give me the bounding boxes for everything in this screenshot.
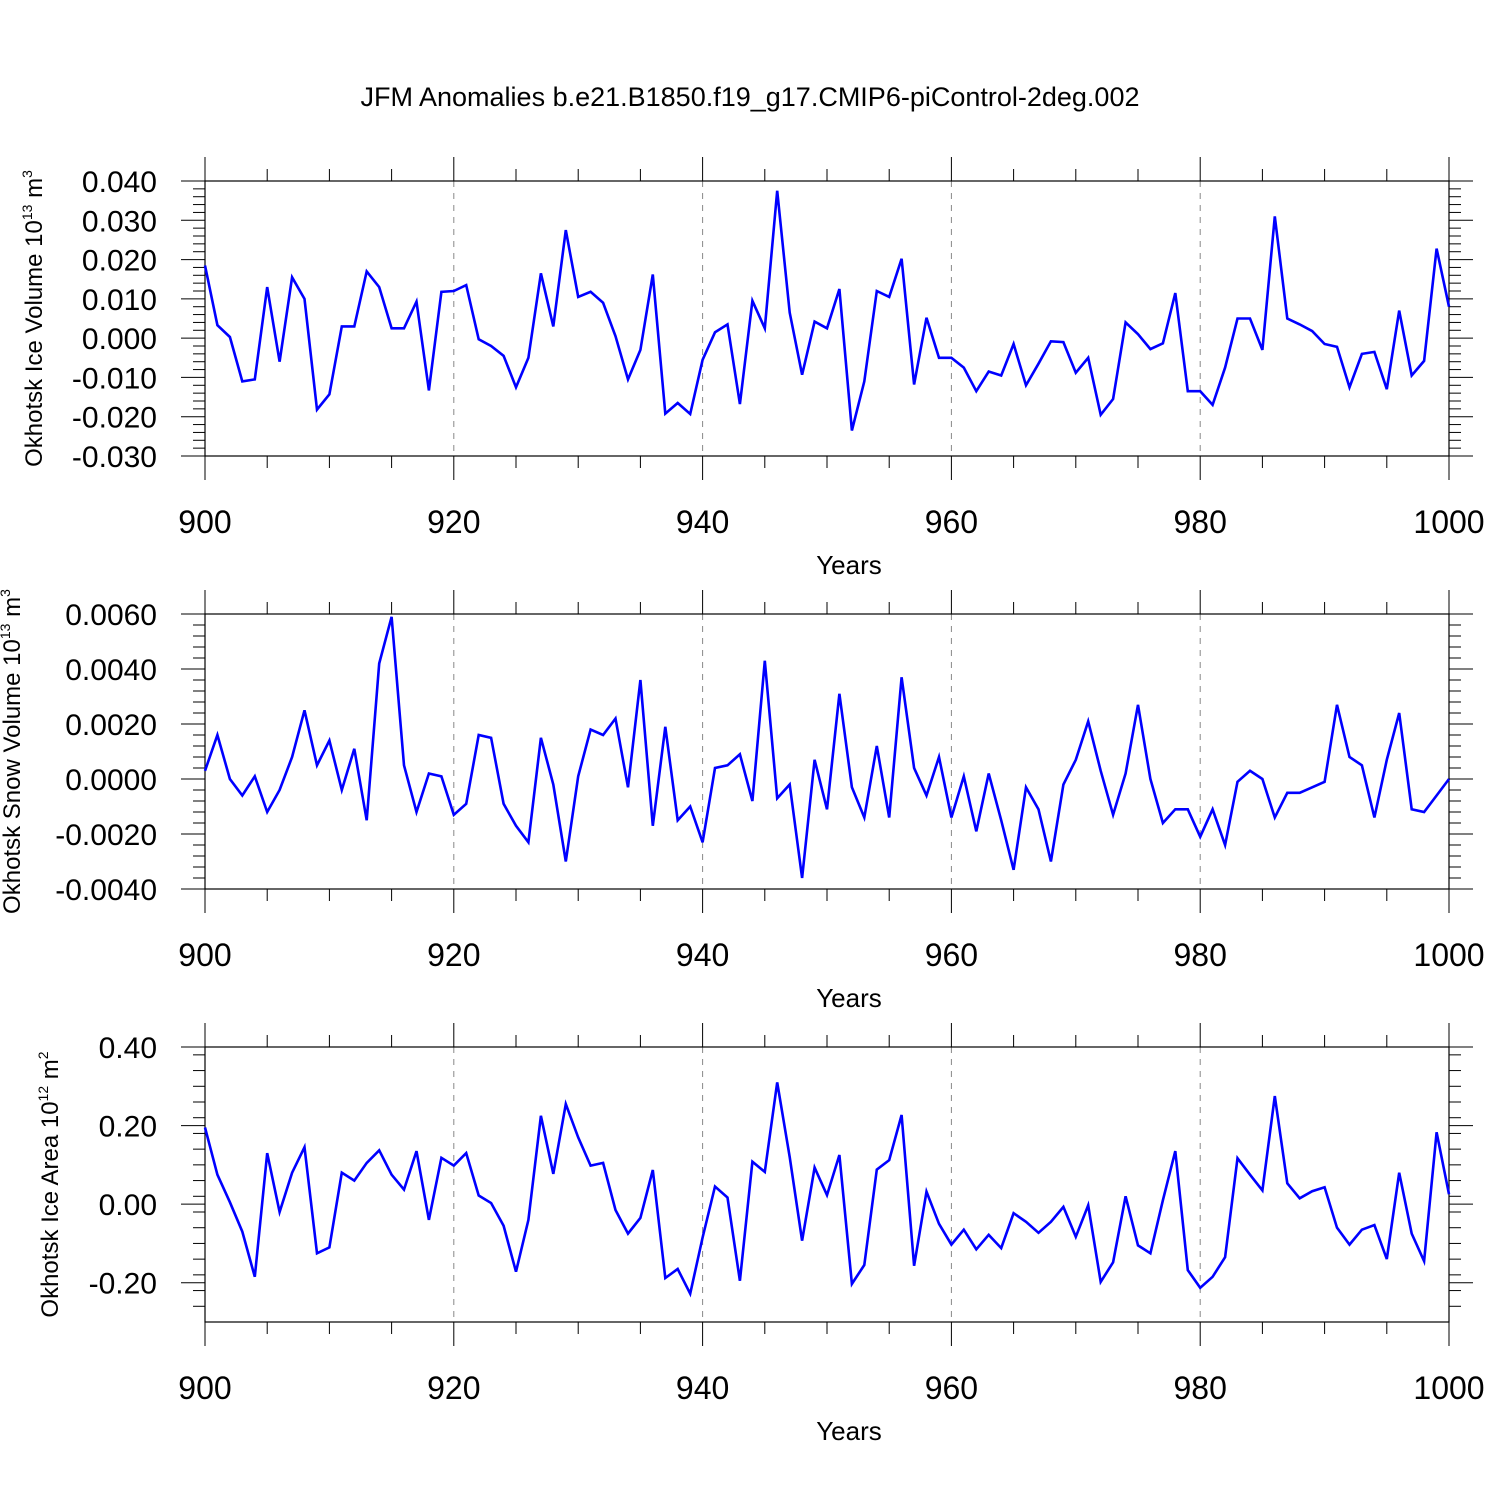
- y-axis-label-unit: m: [21, 178, 48, 205]
- y-tick-label: 0.0000: [65, 764, 157, 797]
- y-axis-label: Okhotsk Ice Area 1012 m2: [35, 1051, 64, 1317]
- y-axis-label-unit: m: [0, 597, 26, 624]
- y-axis-label-unit: m: [37, 1059, 64, 1086]
- y-axis-label-unit-exponent: 3: [19, 170, 35, 178]
- series-line: [203, 616, 1451, 879]
- y-tick-label: 0.0020: [65, 709, 157, 742]
- x-tick-label: 980: [1174, 1370, 1227, 1406]
- x-tick-label: 940: [676, 1370, 729, 1406]
- x-tick-label: 1000: [1413, 1370, 1484, 1406]
- y-tick-label: 0.020: [82, 245, 157, 278]
- x-tick-label: 940: [676, 937, 729, 973]
- x-tick-label: 900: [178, 1370, 231, 1406]
- y-axis-label-exponent: 12: [35, 1086, 51, 1102]
- x-tick-label: 900: [178, 504, 231, 540]
- y-axis-label-text: Okhotsk Ice Area 10: [37, 1101, 64, 1317]
- panel-3: 900 920 940 960 980 1000 -0.20 0.00 0.20 0.40 Year…: [35, 1023, 1485, 1446]
- x-tick-label: 960: [925, 937, 978, 973]
- y-tick-label: 0.40: [99, 1032, 157, 1065]
- y-tick-label: 0.0040: [65, 654, 157, 687]
- y-tick-label: 0.030: [82, 205, 157, 238]
- y-axis-label-unit-exponent: 2: [35, 1051, 51, 1059]
- y-tick-label: 0.010: [82, 284, 157, 317]
- y-tick-label: 0.20: [99, 1111, 157, 1144]
- x-tick-label: 940: [676, 504, 729, 540]
- y-axis-label: Okhotsk Snow Volume 1013 m3: [0, 589, 26, 914]
- plot-frame: [204, 613, 1450, 890]
- x-tick-label: 920: [427, 1370, 480, 1406]
- y-axis-label-text: Okhotsk Snow Volume 10: [0, 639, 26, 914]
- y-tick-label: -0.0040: [55, 874, 157, 907]
- chart-title: JFM Anomalies b.e21.B1850.f19_g17.CMIP6-…: [361, 82, 1140, 112]
- y-axis-label: Okhotsk Ice Volume 1013 m3: [19, 170, 48, 467]
- plot-frame: [204, 180, 1450, 457]
- y-tick-label: -0.0020: [55, 819, 157, 852]
- y-tick-label: -0.20: [89, 1268, 157, 1301]
- x-axis-label: Years: [816, 1416, 882, 1446]
- series-line: [203, 1082, 1451, 1298]
- y-tick-label: 0.0060: [65, 599, 157, 632]
- y-tick-label: -0.020: [72, 402, 157, 435]
- y-axis-label-text: Okhotsk Ice Volume 10: [21, 220, 48, 467]
- x-tick-label: 960: [925, 1370, 978, 1406]
- x-axis-label: Years: [816, 983, 882, 1013]
- y-axis-label-exponent: 13: [0, 623, 13, 639]
- series-line: [203, 190, 1451, 431]
- panel-1: 900 920 940 960 980 1000 -0.030 -0.020 -0.010 0.0…: [19, 157, 1485, 580]
- x-tick-label: 980: [1174, 504, 1227, 540]
- y-axis-label-unit-exponent: 3: [0, 589, 13, 597]
- x-tick-label: 920: [427, 504, 480, 540]
- y-axis-label-exponent: 13: [19, 204, 35, 220]
- x-tick-label: 1000: [1413, 937, 1484, 973]
- x-tick-label: 980: [1174, 937, 1227, 973]
- y-tick-label: -0.010: [72, 362, 157, 395]
- panels: 900 920 940 960 980 1000 -0.030 -0.020 -0.010 0.0…: [0, 157, 1485, 1446]
- y-tick-label: 0.00: [99, 1189, 157, 1222]
- x-tick-label: 1000: [1413, 504, 1484, 540]
- y-tick-label: 0.040: [82, 166, 157, 199]
- x-tick-label: 900: [178, 937, 231, 973]
- y-tick-label: 0.000: [82, 323, 157, 356]
- x-tick-label: 920: [427, 937, 480, 973]
- x-tick-label: 960: [925, 504, 978, 540]
- y-tick-label: -0.030: [72, 441, 157, 474]
- x-axis-label: Years: [816, 550, 882, 580]
- panel-2: 900 920 940 960 980 1000 -0.0040 -0.0020 0.0000 0…: [0, 589, 1485, 1013]
